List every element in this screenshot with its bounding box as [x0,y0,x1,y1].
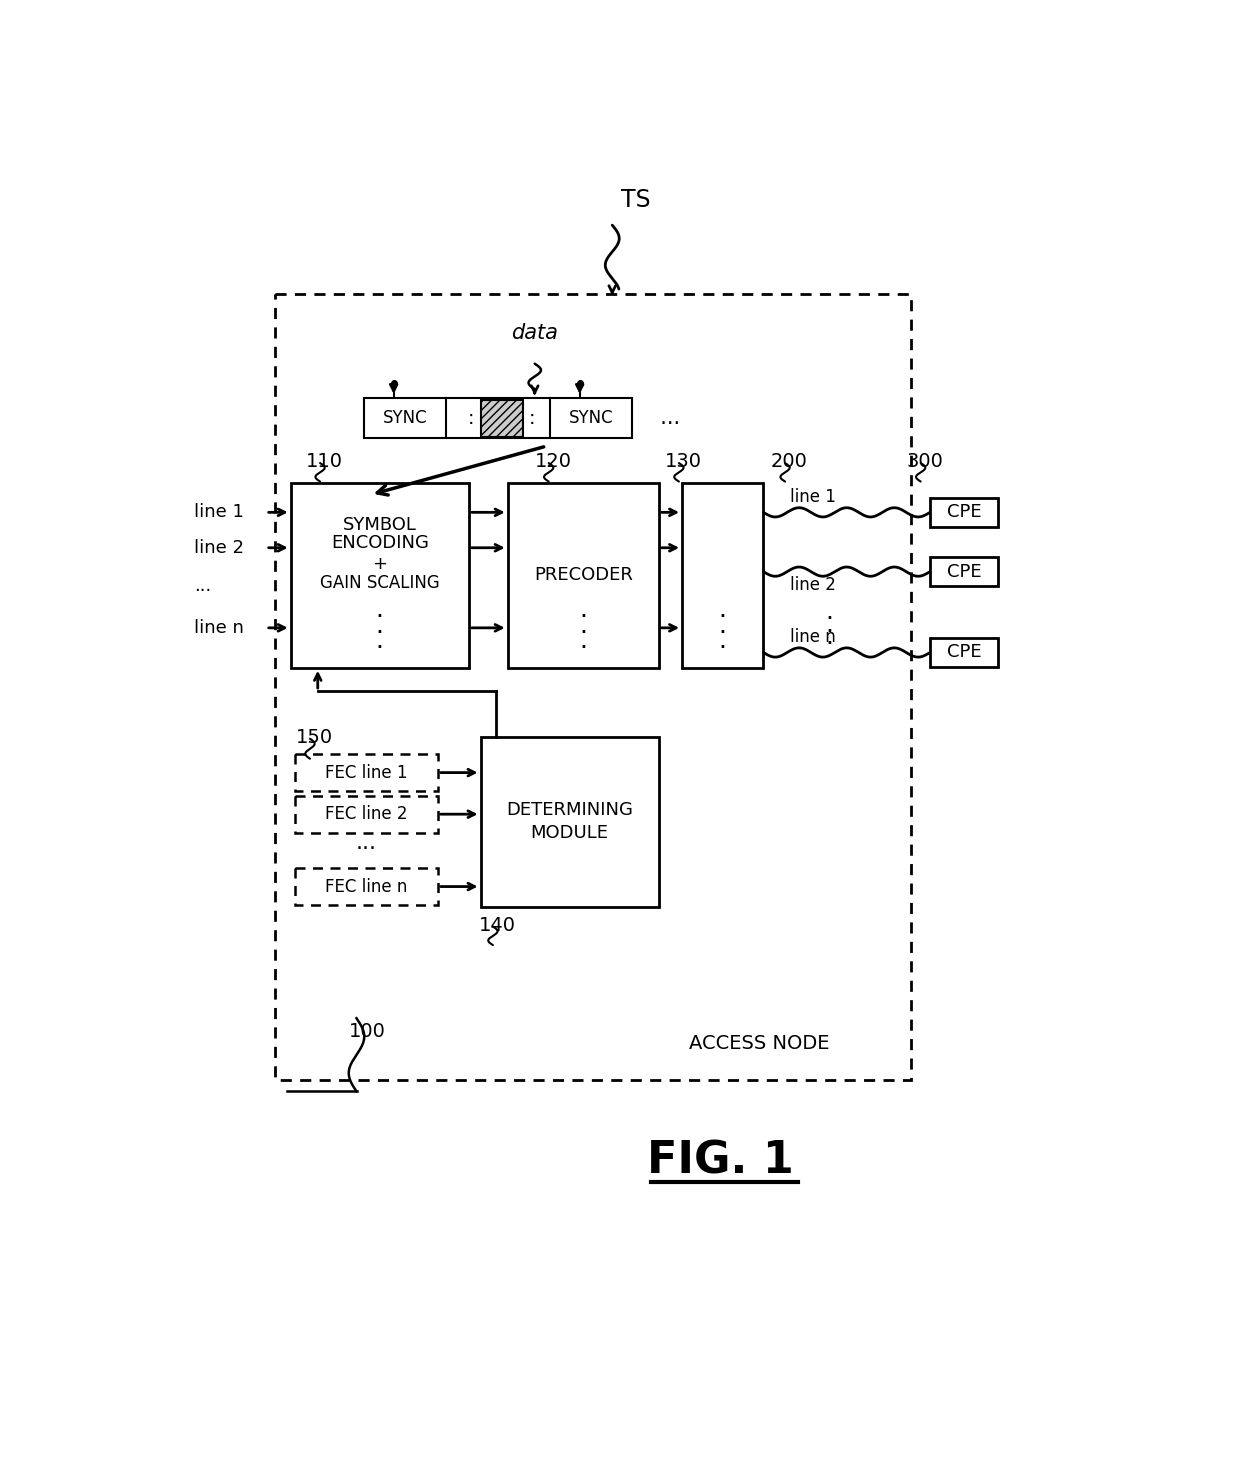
Text: PRECODER: PRECODER [533,566,632,585]
Text: SYNC: SYNC [383,410,428,427]
Text: .: . [719,629,727,654]
Bar [930,557,998,587]
Bar [275,295,910,1080]
Text: line 1: line 1 [193,503,243,521]
Text: CPE: CPE [947,643,981,661]
Text: 200: 200 [771,452,808,471]
Text: CPE: CPE [947,503,981,521]
Text: .: . [579,629,588,654]
Text: 110: 110 [306,452,343,471]
Text: data: data [511,322,558,343]
Text: ACCESS NODE: ACCESS NODE [688,1034,830,1053]
Text: line 2: line 2 [791,576,836,594]
Text: .: . [376,598,383,622]
Text: 130: 130 [665,452,702,471]
Text: GAIN SCALING: GAIN SCALING [320,575,440,592]
Text: .: . [719,614,727,638]
Text: ...: ... [356,833,377,854]
Text: 150: 150 [296,728,334,747]
Bar [507,483,658,668]
Text: 120: 120 [534,452,572,471]
Bar [930,638,998,667]
Text: CPE: CPE [947,563,981,581]
Text: line n: line n [791,627,836,646]
Text: SYNC: SYNC [569,410,614,427]
Bar [295,795,438,833]
Bar [295,868,438,905]
Text: FEC line 2: FEC line 2 [325,805,408,823]
Text: +: + [372,554,387,573]
Text: .: . [579,614,588,638]
Text: ...: ... [193,578,211,595]
Text: TS: TS [621,188,650,212]
Text: ENCODING: ENCODING [331,534,429,552]
Text: MODULE: MODULE [531,824,609,842]
Bar [481,400,523,436]
Text: .: . [719,598,727,622]
Text: .: . [579,598,588,622]
Text: line 2: line 2 [193,538,244,557]
Text: 100: 100 [348,1023,386,1042]
Bar [290,483,469,668]
Text: 300: 300 [906,452,944,471]
Text: SYMBOL: SYMBOL [342,516,417,534]
Text: line 1: line 1 [791,487,836,506]
Text: FEC line n: FEC line n [325,877,408,896]
Text: :: : [467,409,475,427]
Text: FIG. 1: FIG. 1 [647,1139,794,1182]
Text: FEC line 1: FEC line 1 [325,763,408,782]
Bar [295,754,438,791]
Bar [365,398,631,438]
Bar [682,483,764,668]
Text: .: . [826,624,833,649]
Text: .: . [826,613,833,636]
Text: line n: line n [193,619,243,636]
Text: :: : [529,409,536,427]
Text: 140: 140 [479,916,516,935]
Bar [481,737,658,906]
Text: .: . [826,601,833,624]
Bar [930,498,998,527]
Text: ...: ... [647,409,681,429]
Text: .: . [376,614,383,638]
Text: .: . [376,629,383,654]
Text: DETERMINING: DETERMINING [506,801,634,820]
